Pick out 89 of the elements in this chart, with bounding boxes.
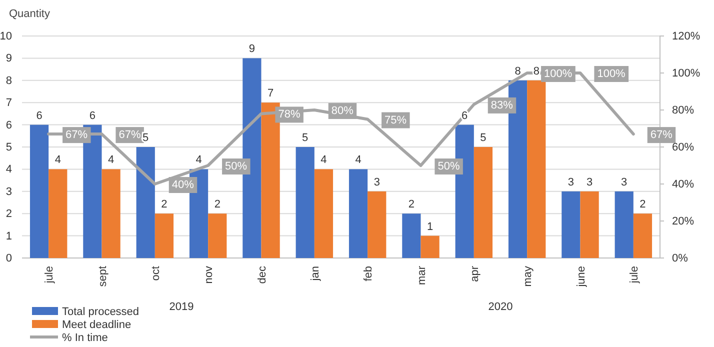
data-label: 4 — [196, 154, 202, 166]
bar — [420, 236, 440, 258]
bar — [208, 214, 227, 258]
text: 2019 — [169, 301, 194, 313]
data-label: 50% — [225, 160, 248, 172]
legend-label: % In time — [62, 332, 108, 344]
y-tick-label: 3 — [6, 186, 12, 198]
bar — [261, 102, 280, 258]
y2-tick-label: 120% — [672, 30, 700, 43]
y-axis-title: Quantity — [9, 8, 50, 20]
y-tick-label: 7 — [6, 97, 12, 110]
legend-label: Meet deadline — [62, 319, 132, 331]
bar — [474, 147, 493, 258]
y2-tick-label: 40% — [672, 178, 694, 191]
data-label: 3 — [568, 176, 574, 188]
data-label: 50% — [438, 160, 460, 172]
data-label: 100% — [544, 68, 572, 80]
y-tick-label: 8 — [6, 74, 12, 87]
legend-label: Total processed — [62, 306, 140, 318]
x-tick-label: june — [575, 266, 588, 288]
data-label: 5 — [480, 132, 486, 144]
x-tick-label: mar — [416, 266, 428, 285]
y2-tick-label: 100% — [672, 68, 700, 80]
x-tick-label: sept — [96, 266, 109, 287]
y-tick-label: 4 — [6, 164, 12, 176]
data-label: 4 — [320, 154, 327, 166]
y-tick-label: 10 — [0, 30, 12, 43]
y-tick-label: 5 — [6, 142, 12, 154]
y2-tick-label: 60% — [672, 142, 694, 154]
bar — [48, 169, 68, 258]
bar — [527, 80, 546, 258]
data-label: 2 — [161, 198, 168, 211]
bar — [314, 169, 334, 258]
data-label: 7 — [267, 88, 274, 100]
y2-tick-label: 20% — [672, 216, 694, 228]
data-label: 75% — [384, 114, 407, 126]
data-label: 67% — [118, 129, 141, 142]
data-label: 80% — [331, 105, 354, 117]
data-label: 67% — [650, 129, 673, 142]
data-label: 3 — [586, 176, 593, 188]
data-label: 6 — [89, 110, 96, 122]
bar — [614, 191, 634, 258]
data-label: 6 — [36, 110, 42, 122]
x-tick-label: apr — [468, 266, 481, 282]
y-tick-label: 0 — [6, 252, 12, 265]
y-tick-label: 1 — [6, 230, 12, 242]
y-tick-label: 6 — [6, 119, 12, 132]
x-tick-label: nov — [203, 266, 216, 284]
data-label: 5 — [302, 132, 308, 144]
y-tick-label: 2 — [6, 208, 12, 220]
bar — [136, 147, 155, 258]
data-label: 2 — [408, 198, 415, 211]
y2-tick-label: 80% — [672, 104, 694, 117]
y2-tick-label: 0% — [672, 252, 688, 265]
bar — [368, 191, 386, 258]
bar — [580, 191, 599, 258]
data-label: 5 — [142, 132, 149, 144]
x-tick-label: feb — [362, 266, 375, 282]
data-label: 4 — [355, 154, 362, 166]
x-tick-label: jule — [44, 266, 56, 284]
x-tick-label: dec — [256, 266, 268, 284]
bar — [562, 191, 580, 258]
x-tick-label: oct — [150, 266, 162, 281]
data-label: 83% — [490, 99, 514, 112]
data-label: 8 — [514, 65, 521, 78]
data-label: 1 — [426, 220, 434, 233]
bar — [30, 124, 49, 258]
data-label: 9 — [248, 43, 256, 56]
data-label: 78% — [278, 108, 300, 121]
x-tick-label: jan — [309, 266, 322, 282]
data-label: 100% — [597, 68, 626, 80]
data-label: 2 — [214, 198, 220, 211]
data-label: 67% — [66, 129, 88, 142]
x-tick-label: jule — [628, 266, 640, 284]
bar — [348, 169, 368, 258]
data-label: 3 — [374, 176, 380, 188]
data-label: 4 — [108, 154, 114, 166]
data-label: 2 — [640, 198, 646, 211]
data-label: 3 — [621, 176, 628, 188]
text: 2020 — [488, 301, 513, 313]
data-label: 4 — [54, 154, 61, 166]
bar — [154, 214, 174, 258]
bar — [296, 147, 314, 258]
data-label: 40% — [172, 179, 194, 191]
bar — [633, 214, 652, 258]
bar — [402, 214, 421, 258]
y-tick-label: 9 — [6, 52, 12, 65]
bar — [102, 169, 120, 258]
x-tick-label: may — [522, 266, 534, 287]
